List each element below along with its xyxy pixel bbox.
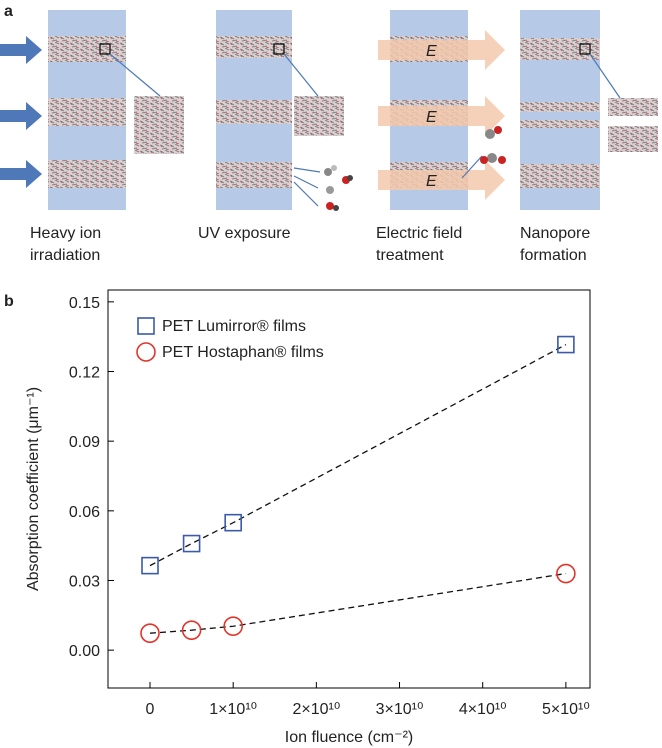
membranes — [48, 36, 658, 188]
plot-frame — [107, 289, 591, 689]
y-tick-label: 0.09 — [69, 434, 100, 451]
y-tick-label: 0.00 — [69, 643, 100, 660]
point — [557, 335, 575, 354]
y-tick-label: 0.15 — [69, 295, 100, 312]
step-label: Heavy ion — [30, 225, 101, 242]
molecules — [324, 126, 506, 211]
trend-line — [149, 343, 567, 567]
legend-label: PET Hostaphan® films — [162, 344, 324, 361]
x-tick-label: 5×10¹⁰ — [542, 701, 590, 718]
x-tick-label: 2×10¹⁰ — [292, 701, 340, 718]
step-label: Electric field — [376, 225, 462, 242]
point — [140, 623, 160, 643]
y-tick-label: 0.03 — [69, 573, 100, 590]
point — [224, 513, 242, 532]
x-tick-label: 0 — [146, 701, 155, 718]
field-label: E — [426, 173, 437, 190]
step-label: formation — [520, 247, 587, 264]
x-axis-label: Ion fluence (cm⁻²) — [285, 729, 413, 746]
point — [223, 616, 243, 637]
point — [181, 620, 202, 640]
panel-b: b Ion fluence (cm⁻²) Absorption coeffici… — [4, 289, 591, 746]
step-label: UV exposure — [198, 225, 291, 242]
x-tick-label: 4×10¹⁰ — [459, 701, 507, 718]
step-label: Nanopore — [520, 225, 590, 242]
step-label: treatment — [376, 247, 444, 264]
y-axis-label: Absorption coefficient (μm⁻¹) — [25, 387, 42, 591]
field-labels: E E E — [426, 43, 437, 190]
trend-line — [149, 572, 566, 634]
field-label: E — [426, 109, 437, 126]
x-tick-label: 3×10¹⁰ — [376, 701, 424, 718]
point — [182, 534, 201, 553]
field-label: E — [426, 43, 437, 60]
panel-label: a — [4, 3, 13, 20]
y-tick-label: 0.12 — [69, 365, 100, 382]
y-tick-label: 0.06 — [69, 504, 100, 521]
step-label: irradiation — [30, 247, 100, 264]
x-tick-label: 1×10¹⁰ — [209, 701, 257, 718]
panel-label: b — [4, 293, 14, 310]
point — [141, 556, 159, 575]
zoom-boxes — [99, 43, 591, 55]
field-arrows — [378, 30, 505, 200]
pointer-lines — [109, 53, 621, 207]
point — [556, 563, 576, 584]
ion-arrows — [0, 36, 42, 188]
legend-marker — [137, 317, 155, 335]
legend-label: PET Lumirror® films — [162, 318, 306, 335]
legend-marker — [136, 342, 156, 362]
panel-a: a E — [0, 3, 658, 264]
